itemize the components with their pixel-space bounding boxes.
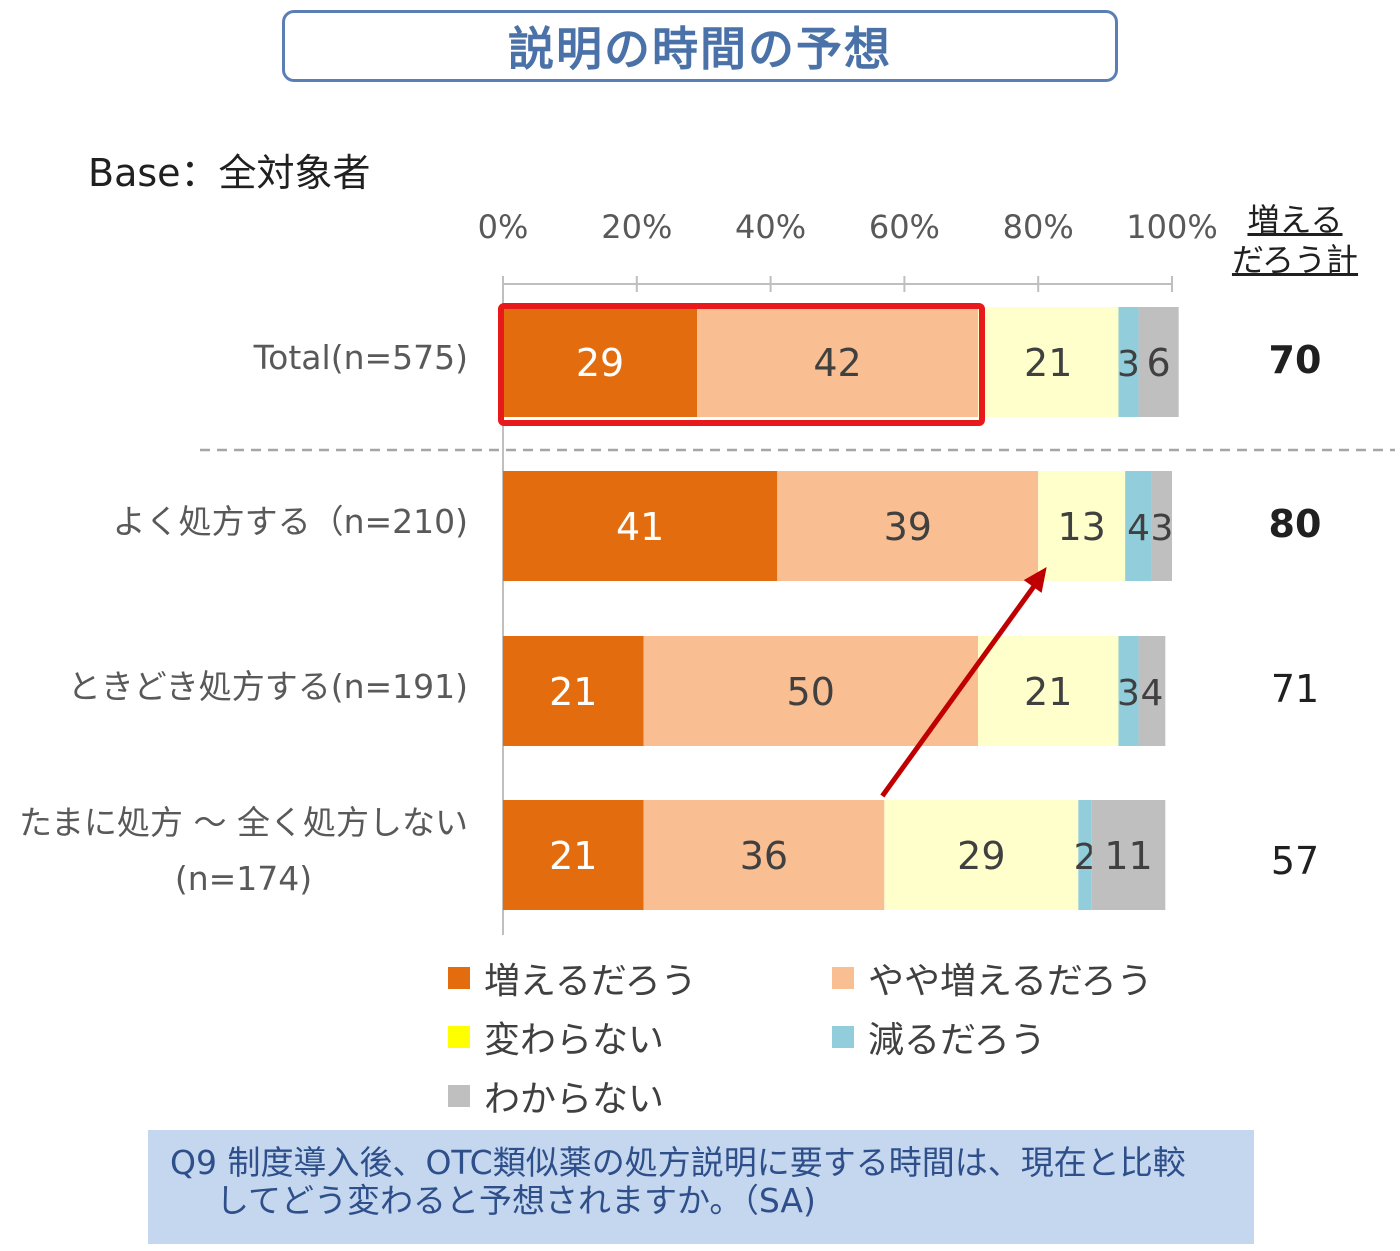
sum-column-header: 増える だろう計 [1224, 200, 1366, 280]
legend-swatch [448, 967, 470, 989]
legend-item: わからない [448, 1070, 664, 1122]
category-label-line: よく処方する（n=210) [112, 502, 468, 541]
data-label: 50 [787, 670, 835, 714]
bar-segment [503, 307, 698, 417]
bar-segment [1091, 800, 1166, 910]
sum-header-line-2: だろう計 [1231, 241, 1359, 279]
bar-segment [503, 800, 644, 910]
question-note: Q9 制度導入後、OTC類似薬の処方説明に要する時間は、現在と比較 してどう変わ… [148, 1130, 1254, 1244]
bar-segment [777, 471, 1039, 581]
bar-segment [503, 636, 644, 746]
legend-item: 増えるだろう [448, 952, 697, 1004]
data-label: 42 [813, 341, 861, 385]
category-label: Total(n=575) [254, 330, 468, 386]
legend-label: やや増えるだろう [868, 961, 1153, 1002]
legend-item: やや増えるだろう [832, 952, 1153, 1004]
data-label: 21 [549, 670, 597, 714]
data-label: 21 [549, 834, 597, 878]
x-tick-label: 20% [601, 208, 673, 246]
data-label: 11 [1104, 834, 1152, 878]
bar-segment [1118, 636, 1139, 746]
legend-swatch [832, 1026, 854, 1048]
legend-item: 変わらない [448, 1011, 664, 1063]
data-label: 21 [1024, 670, 1072, 714]
sum-value: 57 [1270, 839, 1320, 883]
legend-swatch [448, 1026, 470, 1048]
data-label: 41 [616, 505, 664, 549]
highlight-box [498, 303, 985, 426]
data-label: 29 [957, 834, 1005, 878]
data-label: 6 [1147, 341, 1171, 385]
data-label: 21 [1024, 341, 1072, 385]
note-line-2: してどう変わると予想されますか。（SA) [216, 1181, 816, 1220]
x-tick-label: 40% [735, 208, 807, 246]
x-tick-label: 60% [868, 208, 940, 246]
data-label: 13 [1058, 505, 1106, 549]
page-title: 説明の時間の予想 [508, 22, 892, 76]
x-tick-label: 0% [477, 208, 529, 246]
sum-value: 70 [1268, 338, 1322, 382]
title-box: 説明の時間の予想 [282, 10, 1118, 82]
data-label: 4 [1127, 508, 1150, 549]
category-label-line: ときどき処方する(n=191) [67, 667, 468, 706]
bar-segment [697, 307, 978, 417]
bar-segment [1138, 307, 1179, 417]
bar-segment [977, 307, 1119, 417]
category-label: たまに処方 ～ 全く処方しない (n=174) [19, 795, 468, 907]
legend-label: わからない [484, 1079, 665, 1120]
legend-swatch [832, 967, 854, 989]
sum-value: 80 [1268, 502, 1322, 546]
bar-segment [1151, 471, 1172, 581]
category-label-line: (n=174) [174, 859, 313, 898]
x-tick-label: 100% [1126, 208, 1218, 246]
category-label: よく処方する（n=210) [113, 494, 468, 550]
data-label: 2 [1074, 837, 1097, 878]
bar-segment [1118, 307, 1139, 417]
sum-value: 71 [1270, 667, 1320, 711]
data-label: 3 [1117, 673, 1140, 714]
data-label: 3 [1151, 508, 1174, 549]
legend-label: 減るだろう [868, 1020, 1046, 1061]
x-tick-label: 80% [1002, 208, 1074, 246]
sum-header-line-1: 増える [1247, 201, 1343, 239]
bar-segment [1125, 471, 1152, 581]
data-label: 39 [884, 505, 932, 549]
bar-segment [643, 636, 978, 746]
category-label-line: たまに処方 ～ 全く処方しない [19, 803, 468, 842]
bar-segment [977, 636, 1119, 746]
arrow-head [1023, 567, 1047, 593]
legend-label: 増えるだろう [484, 961, 697, 1002]
bar-segment [1038, 471, 1126, 581]
data-label: 36 [740, 834, 788, 878]
bar-segment [643, 800, 885, 910]
note-line-1: Q9 制度導入後、OTC類似薬の処方説明に要する時間は、現在と比較 [170, 1143, 1186, 1182]
legend-swatch [448, 1085, 470, 1107]
bar-segment [884, 800, 1079, 910]
category-label-line: Total(n=575) [253, 338, 468, 377]
trend-arrow [880, 575, 1043, 798]
category-label: ときどき処方する(n=191) [68, 659, 468, 715]
data-label: 3 [1117, 344, 1140, 385]
legend-item: 減るだろう [832, 1011, 1046, 1063]
bar-segment [1078, 800, 1092, 910]
data-label: 4 [1140, 673, 1163, 714]
data-label: 29 [576, 341, 624, 385]
legend-label: 変わらない [484, 1020, 665, 1061]
base-label: Base：全対象者 [88, 151, 371, 195]
bar-segment [1138, 636, 1166, 746]
bar-segment [503, 471, 778, 581]
